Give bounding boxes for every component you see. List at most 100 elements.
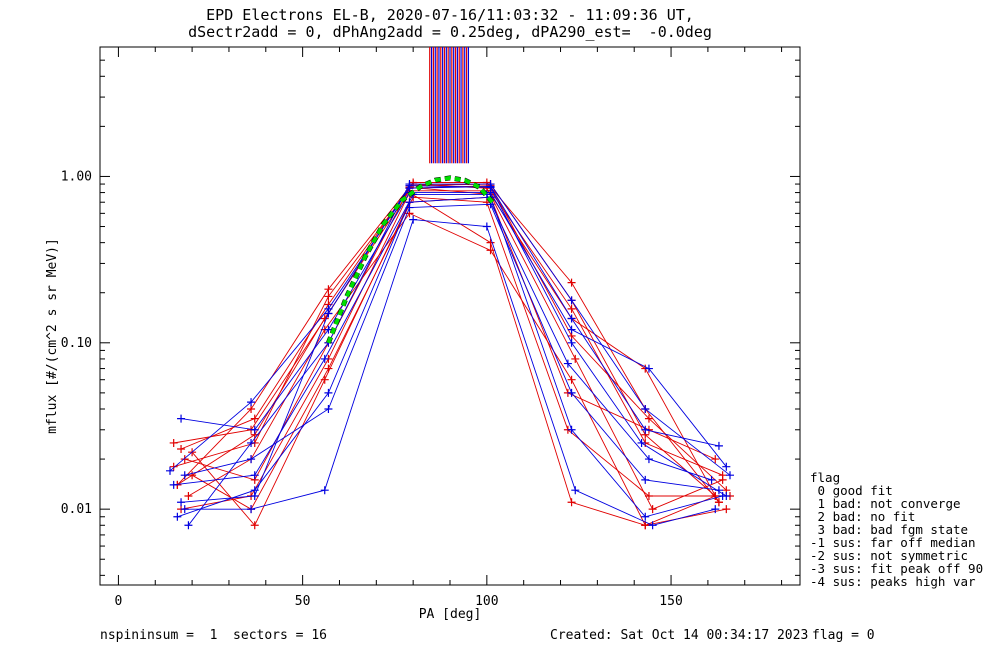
data-point-marker [177,498,186,507]
data-point-marker [641,425,650,434]
data-point-marker [722,462,731,471]
y-tick-label: 1.00 [61,169,92,184]
series-line [173,183,723,510]
data-point-marker [722,491,731,500]
data-point-marker [250,425,259,434]
data-point-marker [169,462,178,471]
data-point-marker [324,388,333,397]
series-line [181,192,727,467]
series-line [180,186,720,503]
data-point-marker [166,466,174,475]
legend-item: 1 bad: not converge [810,496,961,511]
data-point-marker [324,292,333,301]
series-line [177,190,723,486]
fit-curve [326,175,496,344]
data-point-marker [644,414,653,423]
data-point-marker [169,480,178,489]
data-point-marker [169,438,178,447]
data-point-marker [320,314,329,323]
data-point-marker [180,455,189,464]
data-point-marker [707,475,716,484]
data-point-marker [644,491,653,500]
data-point-marker [324,285,333,294]
data-point-marker [247,405,256,413]
data-point-marker [714,441,723,450]
legend-item: -3 sus: fit peak off 90 [810,561,984,576]
data-point-marker [177,414,186,423]
data-point-marker [409,215,418,224]
data-point-marker [324,364,333,373]
data-point-marker [567,304,576,313]
data-point-marker [648,505,657,514]
series-line [173,193,712,486]
data-point-marker [173,512,182,521]
legend-item: 2 bad: no fit [810,509,916,524]
data-point-marker [486,238,495,247]
data-point-marker [177,444,186,453]
series-line [191,196,716,527]
data-point-marker [637,438,646,447]
data-point-marker [571,354,580,363]
data-point-marker [567,325,576,334]
data-point-marker [567,314,576,323]
data-point-marker [567,498,576,507]
series-line [188,212,716,526]
data-point-marker [563,359,572,368]
data-point-marker [486,246,495,255]
legend-item: 0 good fit [810,483,893,498]
data-point-marker [711,505,720,514]
legend-item: -2 sus: not symmetric [810,548,969,563]
legend-item: -1 sus: far off median [810,535,976,550]
data-point-marker [486,183,495,192]
y-tick-label: 0.10 [61,336,92,351]
y-tick-label: 0.01 [61,502,92,517]
x-axis-label: PA [deg] [419,607,482,622]
chart-title-line2: dSectr2add = 0, dPhAng2add = 0.25deg, dP… [188,23,712,41]
data-point-marker [247,398,256,407]
data-point-marker [571,486,580,495]
data-point-marker [567,388,576,397]
series-line [177,196,723,518]
data-point-marker [722,505,731,514]
data-point-marker [641,512,650,521]
data-point-marker [250,414,259,423]
data-point-marker [567,338,576,347]
data-point-marker [567,375,576,384]
legend-item: 3 bad: bad fgm state [810,522,969,537]
series-line [169,186,719,472]
series-line [173,183,716,497]
series-line [181,185,727,503]
data-point-marker [567,296,576,305]
data-point-marker [641,475,650,484]
data-point-marker [324,309,333,318]
chart-title-line1: EPD Electrons EL-B, 2020-07-16/11:03:32 … [206,6,694,24]
footer-left: nspininsum = 1 sectors = 16 [100,628,327,643]
data-point-marker [184,491,193,500]
data-point-marker [726,471,734,480]
data-point-marker [648,521,657,530]
data-point-marker [641,521,650,530]
legend-title: flag [810,470,841,485]
data-point-marker [567,425,576,434]
footer-flag: flag = 0 [812,628,875,643]
x-tick-label: 100 [475,594,498,609]
data-point-marker [247,455,256,464]
data-point-marker [405,203,414,212]
data-point-marker [482,222,491,231]
data-point-marker [250,471,259,480]
data-point-marker [718,471,727,480]
data-point-marker [324,405,333,413]
x-tick-label: 0 [115,594,123,609]
series-line [188,183,731,526]
series-line [184,219,716,526]
data-point-marker [250,521,259,530]
legend-item: -4 sus: peaks high var [810,574,976,589]
data-point-marker [180,505,189,514]
data-point-marker [711,455,720,464]
data-point-marker [247,438,256,447]
data-point-marker [320,486,329,495]
data-point-marker [714,498,723,507]
footer-created: Created: Sat Oct 14 00:34:17 2023 [550,628,809,643]
x-tick-label: 150 [659,594,682,609]
